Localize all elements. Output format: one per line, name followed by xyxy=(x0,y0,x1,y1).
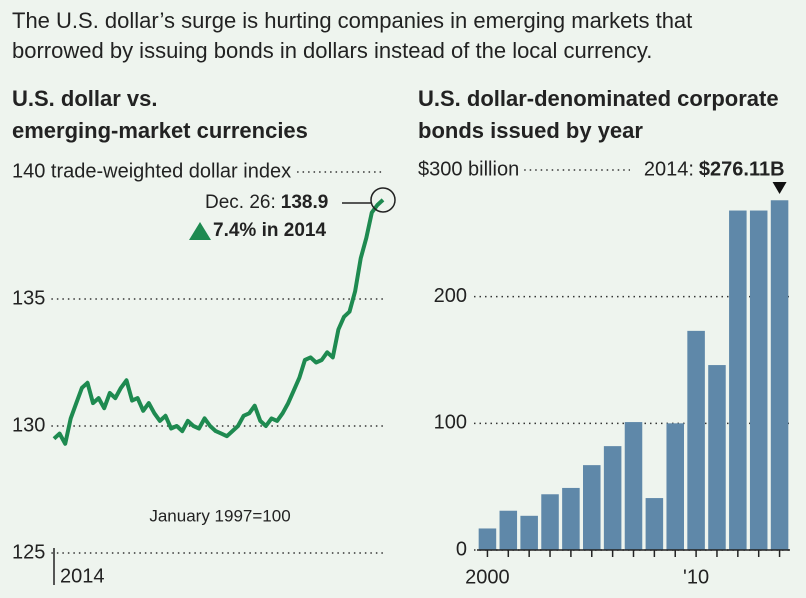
chart-title: emerging-market currencies xyxy=(12,118,308,143)
annotation-change: 7.4% in 2014 xyxy=(213,220,326,241)
bar xyxy=(624,422,643,550)
label-background xyxy=(630,157,790,183)
line xyxy=(52,198,385,446)
y-tick-label: 130 xyxy=(12,414,45,436)
y-tick-label: 200 xyxy=(434,285,467,307)
bar xyxy=(645,498,664,550)
intro-line: The U.S. dollar’s surge is hurting compa… xyxy=(12,8,692,33)
chart-title: U.S. dollar-denominated corporate xyxy=(418,86,779,111)
y-tick-label: 135 xyxy=(12,287,45,309)
bar xyxy=(729,210,747,551)
annotation-date: Dec. 26: xyxy=(205,192,276,213)
bar xyxy=(562,487,580,550)
bar xyxy=(499,510,518,550)
y-tick-label: 0 xyxy=(456,538,467,560)
value-label: $276.11B xyxy=(699,158,785,180)
chart-title: bonds issued by year xyxy=(418,118,643,143)
y-tick-label: 125 xyxy=(12,541,45,563)
bar xyxy=(687,330,705,550)
note: January 1997=100 xyxy=(149,506,290,525)
x-tick-label: 2014 xyxy=(60,565,105,587)
x-tick-label: 2000 xyxy=(465,566,510,588)
bar xyxy=(708,365,726,550)
y-tick-label: 140 trade-weighted dollar index xyxy=(12,160,291,182)
chart-title: U.S. dollar vs. xyxy=(12,86,158,111)
up-triangle xyxy=(189,222,211,240)
bar xyxy=(520,515,538,550)
bar xyxy=(770,200,789,550)
bar xyxy=(478,528,497,550)
x-tick-label: '10 xyxy=(683,566,709,588)
bar xyxy=(666,423,684,550)
y-tick-label: $300 billion xyxy=(418,158,519,180)
annotation-value: 138.9 xyxy=(281,192,329,213)
annotation-year: 2014: xyxy=(644,158,694,180)
bar xyxy=(541,494,559,550)
bar xyxy=(583,465,601,550)
intro-line: borrowed by issuing bonds in dollars ins… xyxy=(12,38,652,63)
pointer xyxy=(772,182,787,194)
bar xyxy=(749,210,768,551)
highlight-circle xyxy=(370,187,396,213)
bar xyxy=(603,446,622,550)
y-tick-label: 100 xyxy=(434,412,467,434)
